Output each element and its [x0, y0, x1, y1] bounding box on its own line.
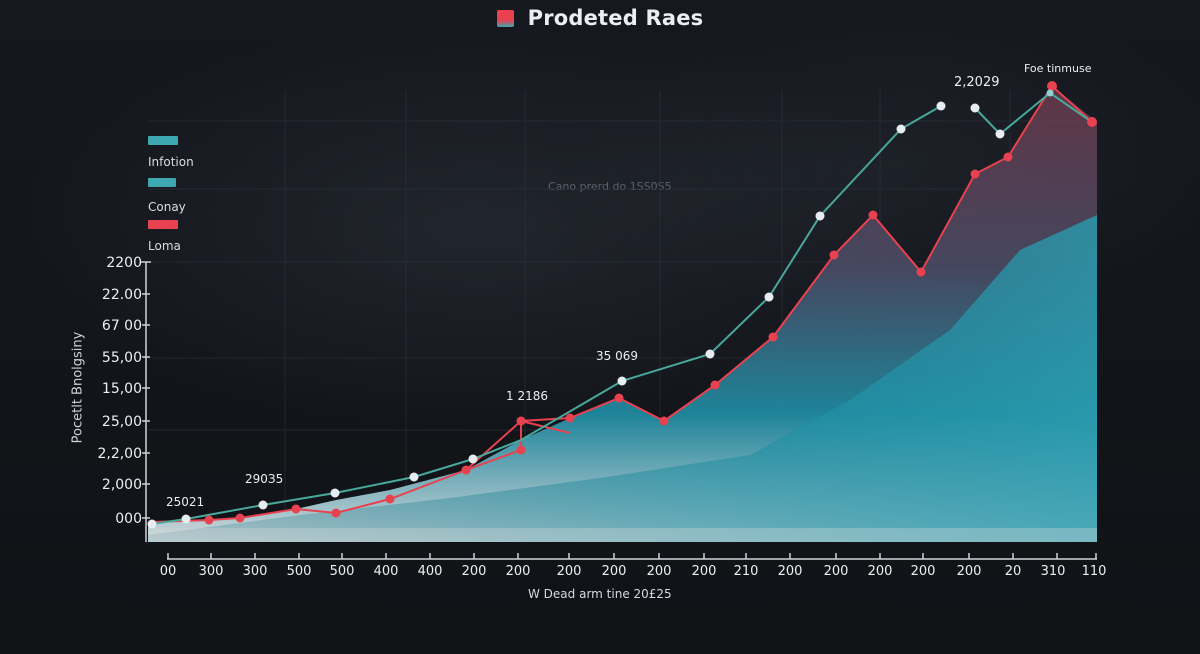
series-markers-infotion	[147, 89, 1054, 529]
x-tick-label: 400	[373, 564, 399, 579]
x-tick-label: 500	[329, 564, 355, 579]
series-markers-loma	[204, 81, 1097, 525]
legend-item-loma[interactable]: Loma	[148, 220, 194, 258]
y-axis	[141, 261, 151, 542]
y-tick-label: 000	[115, 511, 142, 527]
legend-label: Infotion	[148, 155, 194, 169]
x-tick-label: 200	[461, 564, 487, 579]
x-tick-label: 400	[417, 564, 443, 579]
x-tick-label: 210	[733, 564, 759, 579]
x-tick-label: 00	[159, 564, 177, 579]
y-tick-label: 67 00	[101, 318, 142, 334]
x-tick-label: 300	[198, 564, 224, 579]
chart-title: Prodeted Raes	[527, 6, 704, 30]
legend-label: Loma	[148, 239, 181, 253]
y-tick-label: 2,2,00	[97, 446, 142, 462]
chart-header: Prodeted Raes	[0, 6, 1200, 30]
y-tick-label: 22.00	[101, 287, 142, 303]
x-tick-label: 200	[910, 564, 936, 579]
legend-swatch-teal-icon	[148, 136, 178, 145]
legend-swatch-teal-icon	[148, 178, 176, 187]
x-tick-label: 200	[646, 564, 672, 579]
chart-logo-icon	[496, 9, 514, 27]
data-annotation: 25021	[166, 495, 205, 509]
x-axis	[167, 553, 1097, 560]
y-tick-label: 2,000	[101, 477, 142, 493]
data-annotation: Foe tinmuse	[1024, 62, 1092, 75]
x-tick-label: 200	[601, 564, 627, 579]
y-tick-label: 55,00	[101, 350, 142, 366]
x-tick-label: 200	[556, 564, 582, 579]
data-annotation: 290З5	[245, 472, 284, 486]
x-tick-label: 200	[823, 564, 849, 579]
data-annotation: 2,2029	[954, 75, 1000, 90]
x-tick-label: 310	[1040, 564, 1066, 579]
x-tick-label: 300	[242, 564, 268, 579]
x-tick-label: 500	[286, 564, 312, 579]
y-tick-label: 15,00	[101, 381, 142, 397]
x-tick-label: 20	[1004, 564, 1022, 579]
y-tick-label: 2200	[106, 255, 142, 271]
legend-label: Conay	[148, 200, 186, 214]
legend-item-infotion[interactable]: Infotion	[148, 136, 194, 174]
legend-swatch-red-icon	[148, 220, 178, 229]
x-tick-label: 110	[1081, 564, 1107, 579]
legend-item-conay[interactable]: Conay	[148, 178, 194, 216]
x-tick-label: 200	[777, 564, 803, 579]
x-axis-title: W Dead arm tine 20£25	[528, 587, 672, 601]
x-tick-label: 200	[691, 564, 717, 579]
legend: Infotion Conay Loma	[148, 136, 194, 258]
watermark-text: Cano prerd do 1SS0S5	[548, 180, 672, 193]
x-tick-label: 200	[505, 564, 531, 579]
data-annotation: 35 069	[596, 349, 638, 363]
y-tick-label: 25,00	[101, 414, 142, 430]
data-annotation: 1 2186	[506, 389, 548, 403]
x-tick-label: 200	[956, 564, 982, 579]
x-tick-label: 200	[867, 564, 893, 579]
area-fill-conay	[148, 215, 1097, 542]
